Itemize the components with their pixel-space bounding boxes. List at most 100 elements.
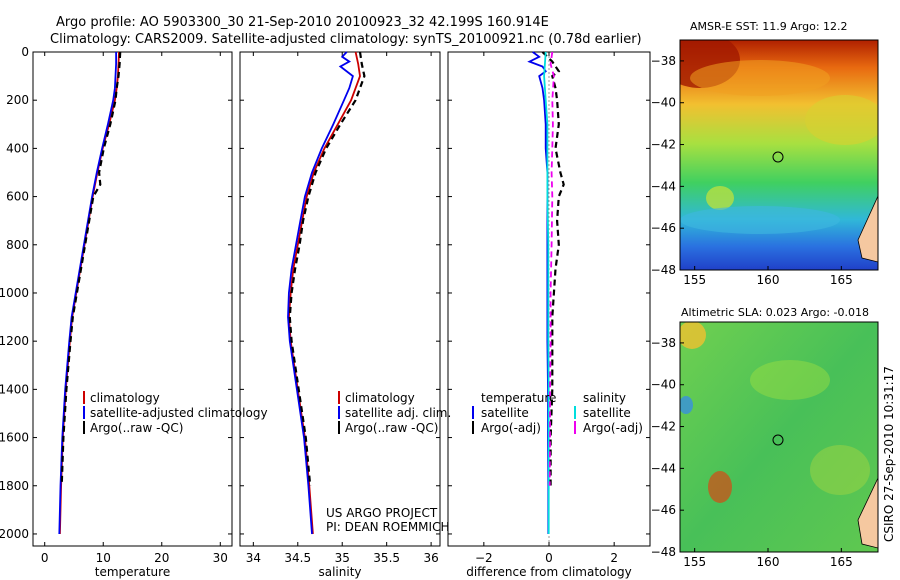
depth-tick-label: 600 <box>6 190 29 204</box>
depth-tick-label: 800 <box>6 238 29 252</box>
salinity-xlabel: salinity <box>318 565 361 579</box>
temperature-xtick-label: 30 <box>213 551 228 565</box>
salinity-xtick-label: 36 <box>423 551 438 565</box>
sla_map-ytick-label: −44 <box>651 461 676 475</box>
sla-hot-spot <box>708 471 732 503</box>
sst_map-ytick-label: −44 <box>651 179 676 193</box>
legend-argo-label: Argo(..raw -QC) <box>90 421 183 435</box>
temperature-series-argo-raw-qc- <box>60 51 122 486</box>
sst_map-xtick-label: 155 <box>683 273 706 287</box>
sst_map-xtick-label: 160 <box>757 273 780 287</box>
legend-diff-temp-sat-label: satellite <box>481 406 529 420</box>
difference-xtick-label: −2 <box>475 551 493 565</box>
sla-low-patch <box>680 396 693 414</box>
figure-title-line2: Climatology: CARS2009. Satellite-adjuste… <box>50 32 642 47</box>
legend-climatology-label: climatology <box>90 391 160 405</box>
sla_map-ytick-label: −48 <box>651 545 676 559</box>
sst-map-title: AMSR-E SST: 11.9 Argo: 12.2 <box>690 20 848 33</box>
difference-series-temperature-satellite <box>527 51 550 534</box>
sla_map-xtick-label: 155 <box>683 555 706 569</box>
salinity-panel: 34 34.5 35 35.5 36 salinity <box>239 51 441 579</box>
csiro-timestamp: CSIRO 27-Sep-2010 10:31:17 <box>882 366 896 542</box>
difference-xlabel: difference from climatology <box>466 565 632 579</box>
sla_map-ytick-label: −46 <box>651 503 676 517</box>
sla-map-title: Altimetric SLA: 0.023 Argo: -0.018 <box>681 306 869 319</box>
figure-title-line1: Argo profile: AO 5903300_30 21-Sep-2010 … <box>56 15 549 30</box>
sst-map <box>680 40 878 270</box>
sst_map-ytick-label: −46 <box>651 221 676 235</box>
salinity-series-satellite-adj-clim- <box>287 51 354 535</box>
pi-credit: PI: DEAN ROEMMICH <box>326 520 449 534</box>
sla_map-ytick-label: −38 <box>651 336 676 350</box>
project-credit: US ARGO PROJECT <box>326 506 438 520</box>
sla-field <box>680 322 878 552</box>
temperature-xlabel: temperature <box>95 565 170 579</box>
difference-series-temperature-argo-adj- <box>541 51 565 486</box>
legend-sal-climatology-label: climatology <box>345 391 415 405</box>
sla-land <box>857 477 878 549</box>
sst-green-spot <box>706 186 734 210</box>
sst_map-ytick-label: −48 <box>651 263 676 277</box>
sla_map-ytick-label: −40 <box>651 378 676 392</box>
temperature-legend: climatology satellite-adjusted climatolo… <box>83 391 268 435</box>
depth-tick-label: 2000 <box>0 527 29 541</box>
temperature-xtick-label: 0 <box>41 551 49 565</box>
legend-diff-sal-sat-label: satellite <box>583 406 631 420</box>
difference-series-salinity-argo-adj- <box>548 51 555 486</box>
salinity-xtick-label: 35.5 <box>373 551 400 565</box>
difference-series-salinity-satellite <box>543 51 550 534</box>
salinity-series-climatology <box>287 51 361 535</box>
sla-map <box>680 322 878 552</box>
temperature-series-satellite-adjusted-climatology <box>58 52 117 535</box>
sst_map-ytick-label: −40 <box>651 96 676 110</box>
legend-satellite-label: satellite-adjusted climatology <box>90 406 268 420</box>
sla-map-frame <box>679 321 879 553</box>
sla-lightgreen-patch <box>750 360 830 400</box>
temperature-panel: 0 10 20 30 0 200 400 600 800 1000 1200 1400 1600 1800… <box>0 45 233 579</box>
difference-xtick-label: 0 <box>545 551 553 565</box>
sst-argo-marker <box>772 151 784 163</box>
legend-diff-sal-title: salinity <box>583 391 626 405</box>
salinity-series-argo-raw-qc- <box>288 51 366 486</box>
sst-land <box>857 195 878 263</box>
depth-tick-label: 1000 <box>0 286 29 300</box>
depth-tick-label: 1400 <box>0 382 29 396</box>
depth-tick-label: 400 <box>6 141 29 155</box>
depth-tick-label: 1800 <box>0 479 29 493</box>
sst_map-ytick-label: −42 <box>651 138 676 152</box>
salinity-xtick-label: 34 <box>246 551 261 565</box>
difference-xtick-label: 2 <box>610 551 618 565</box>
legend-sal-satellite-label: satellite adj. clim. <box>345 406 451 420</box>
sst_map-ytick-label: −38 <box>651 54 676 68</box>
legend-sal-argo-label: Argo(..raw -QC) <box>345 421 438 435</box>
sla-argo-marker <box>772 434 784 446</box>
sla-map-axes: 155 160 165 −38 −40 −42 −44 −46 −48 <box>651 336 853 569</box>
salinity-axes-frame <box>239 51 441 547</box>
temperature-xtick-label: 20 <box>154 551 169 565</box>
salinity-legend: climatology satellite adj. clim. Argo(..… <box>338 391 451 435</box>
legend-diff-sal-argo-label: Argo(-adj) <box>583 421 643 435</box>
sst_map-xtick-label: 165 <box>830 273 853 287</box>
sst-yellow-patch <box>805 95 878 145</box>
sst-map-axes: 155 160 165 −38 −40 −42 −44 −46 −48 <box>651 54 853 287</box>
sla-high-patch <box>680 322 706 349</box>
sla_map-xtick-label: 160 <box>757 555 780 569</box>
difference-legend: temperature salinity satellite Argo(-adj… <box>472 391 643 435</box>
depth-tick-label: 1200 <box>0 334 29 348</box>
sst-cyan-band <box>680 206 840 234</box>
depth-tick-label: 0 <box>21 45 29 59</box>
sla-lightgreen-patch-2 <box>810 445 870 495</box>
salinity-xtick-label: 34.5 <box>284 551 311 565</box>
salinity-xtick-label: 35 <box>335 551 350 565</box>
legend-diff-temp-argo-label: Argo(-adj) <box>481 421 541 435</box>
temperature-xtick-label: 10 <box>96 551 111 565</box>
temperature-axes-frame <box>32 51 233 547</box>
sst-map-frame <box>679 39 879 271</box>
sla_map-xtick-label: 165 <box>830 555 853 569</box>
depth-tick-label: 200 <box>6 93 29 107</box>
sla_map-ytick-label: −42 <box>651 420 676 434</box>
depth-tick-label: 1600 <box>0 431 29 445</box>
sst-warm-band <box>690 60 830 96</box>
